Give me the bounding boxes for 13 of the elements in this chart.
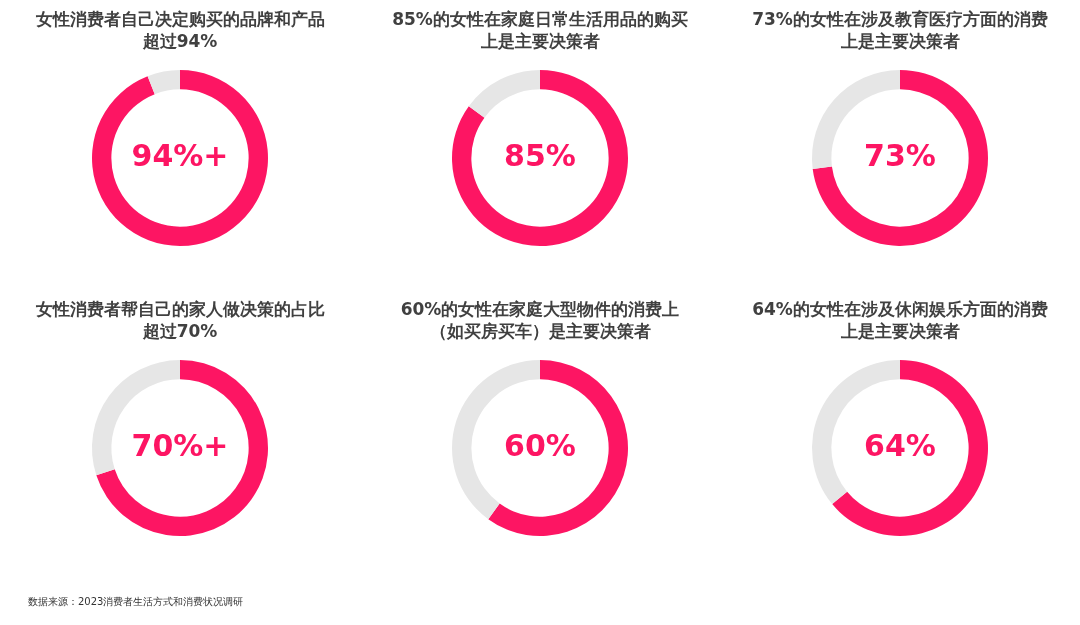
chart-title: 73%的女性在涉及教育医疗方面的消费上是主要决策者 (751, 8, 1049, 53)
data-label: 73% (864, 137, 936, 173)
chart-title: 女性消费者自己决定购买的品牌和产品超过94% (34, 8, 326, 53)
data-label: 85% (504, 137, 576, 173)
data-label: 60% (504, 427, 576, 463)
data-label: 64% (864, 427, 936, 463)
source-note: 数据来源：2023消费者生活方式和消费状况调研 (28, 595, 244, 609)
data-label: 94%+ (131, 137, 229, 173)
chart-title: 60%的女性在家庭大型物件的消费上（如买房买车）是主要决策者 (399, 298, 681, 343)
data-label: 70%+ (131, 427, 229, 463)
chart-title: 85%的女性在家庭日常生活用品的购买上是主要决策者 (391, 8, 689, 53)
chart-title: 64%的女性在涉及休闲娱乐方面的消费上是主要决策者 (751, 298, 1049, 343)
chart-title: 女性消费者帮自己的家人做决策的占比超过70% (34, 298, 326, 343)
